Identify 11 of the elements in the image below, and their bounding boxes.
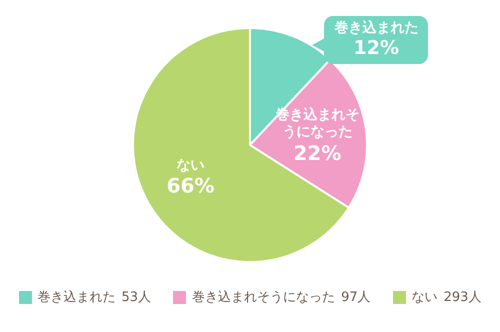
text: 53人 (122, 289, 152, 306)
data-label: 66% (166, 174, 214, 198)
legend-label: 巻き込まれた (38, 289, 116, 306)
legend-label: ない (412, 289, 438, 306)
legend-label: 巻き込まれそうになった (192, 289, 336, 306)
data-label: 22% (292, 141, 342, 166)
data-label: 12% (352, 36, 400, 60)
text: 97人 (341, 289, 371, 306)
text: 293人 (444, 289, 482, 306)
slice-label: ない (176, 157, 206, 174)
slice-label: 巻き込まれた (334, 20, 418, 37)
